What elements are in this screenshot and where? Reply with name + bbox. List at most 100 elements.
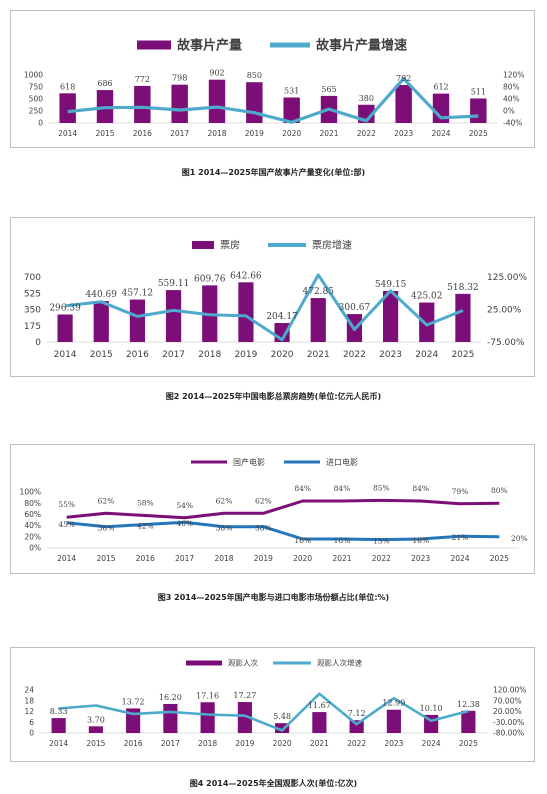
x-tick-2019: 2019 — [235, 739, 254, 748]
bar-2023 — [395, 84, 412, 123]
chart-1: 故事片产量 故事片产量增速 1000 750 500 250 0 120% 80% 40% 0% -4… — [24, 38, 525, 138]
series-2-label-2022: 15% — [373, 537, 390, 546]
y-tick-left-2: 750 — [29, 83, 44, 92]
x-tick-2022: 2022 — [372, 554, 391, 563]
growth-line — [64, 273, 464, 342]
x-tick-2021: 2021 — [307, 350, 330, 360]
bar-2020 — [283, 97, 300, 123]
series-2-label-2025: 20% — [511, 534, 528, 543]
y-tick-left-5: 0 — [35, 338, 41, 348]
bar-2025 — [455, 293, 471, 342]
x-tick-2017: 2017 — [162, 350, 185, 360]
x-tick-2014: 2014 — [49, 739, 68, 748]
chart-panel-3: 国产电影 进口电影 100% 80% 60% 40% 20% 0% 55% 62% 58% 54% 62… — [10, 444, 535, 574]
y-tick-left-2: 18 — [24, 696, 34, 705]
data-label-2021: 11.67 — [308, 701, 331, 710]
y-tick-right-5: -40% — [503, 119, 522, 128]
chart-panel-2: 票房 票房增速 700 525 350 175 0 125.00% 25.00% -75.00% 2… — [10, 217, 535, 377]
x-tick-2023: 2023 — [384, 739, 403, 748]
x-tick-2025: 2025 — [451, 350, 474, 360]
series-1-label-2022: 85% — [373, 483, 390, 492]
y-tick-right-1: 120% — [503, 71, 524, 80]
series-1-label-2017: 54% — [176, 501, 193, 510]
y-tick-left-3: 500 — [29, 95, 44, 104]
bar-2019 — [246, 82, 263, 123]
legend-label-1: 故事片产量 — [177, 38, 242, 54]
data-label-2018: 17.16 — [196, 691, 219, 700]
data-label-2017: 559.11 — [158, 279, 190, 289]
x-tick-2025: 2025 — [469, 129, 488, 138]
bar-2022 — [349, 720, 364, 733]
bar-2016 — [129, 299, 146, 342]
y-tick-left-4: 175 — [24, 322, 41, 332]
legend-swatch-1 — [192, 241, 214, 249]
legend-swatch-1 — [137, 40, 171, 50]
series-1-label-2016: 58% — [137, 499, 154, 508]
y-tick-left-1: 700 — [24, 273, 41, 283]
x-tick-2016: 2016 — [133, 129, 152, 138]
x-tick-2017: 2017 — [161, 739, 180, 748]
bar-2014 — [57, 314, 73, 342]
series-2-label-2016: 42% — [137, 521, 154, 530]
data-label-2023: 12.99 — [382, 699, 405, 708]
x-tick-2015: 2015 — [86, 739, 105, 748]
series-2-label-2023: 16% — [412, 536, 429, 545]
x-tick-2015: 2015 — [95, 129, 114, 138]
series-2-label-2019: 38% — [255, 524, 272, 533]
bar-2018 — [200, 702, 215, 733]
data-label-2015: 440.69 — [86, 290, 118, 300]
data-label-2019: 850 — [247, 71, 262, 80]
data-label-2020: 204.17 — [266, 312, 298, 322]
data-label-2014: 296.39 — [49, 303, 81, 313]
y-tick-left-4: 250 — [29, 107, 44, 116]
data-label-2014: 618 — [60, 82, 75, 91]
y-tick-3: 60% — [24, 510, 41, 519]
bar-2014 — [59, 93, 76, 123]
caption-1: 图1 2014—2025年国产故事片产量变化(单位:部) — [181, 168, 366, 177]
bar-2023 — [382, 291, 399, 342]
bar-2023 — [386, 709, 401, 733]
data-label-2022: 7.12 — [348, 709, 366, 718]
data-label-2023: 549.15 — [375, 280, 407, 290]
legend-label-1: 国产电影 — [233, 457, 265, 467]
bar-2019 — [237, 702, 252, 733]
x-tick-2022: 2022 — [347, 739, 366, 748]
legend-label-2: 故事片产量增速 — [316, 38, 407, 54]
bar-2021 — [312, 712, 327, 733]
y-tick-left-5: 0 — [29, 729, 34, 738]
x-tick-2020: 2020 — [271, 350, 294, 360]
bar-2025 — [461, 710, 476, 733]
x-tick-2021: 2021 — [332, 554, 351, 563]
data-label-2016: 772 — [135, 75, 150, 84]
y-tick-left-3: 350 — [24, 306, 41, 316]
bar-2018 — [208, 79, 226, 123]
data-label-2014: 8.33 — [50, 707, 68, 716]
data-label-2020: 531 — [284, 87, 299, 96]
x-tick-2025: 2025 — [490, 554, 509, 563]
bar-2021 — [310, 298, 326, 342]
series-2-label-2024: 21% — [452, 533, 469, 542]
y-tick-right-2: 25.00% — [487, 306, 522, 316]
caption-2: 图2 2014—2025年中国电影总票房趋势(单位:亿元人民币) — [165, 392, 382, 401]
data-label-2025: 518.32 — [447, 283, 479, 293]
data-label-2017: 798 — [172, 74, 187, 83]
data-label-2019: 642.66 — [230, 271, 262, 281]
y-tick-left-3: 12 — [24, 707, 34, 716]
x-tick-2022: 2022 — [357, 129, 376, 138]
x-tick-2022: 2022 — [343, 350, 366, 360]
x-tick-2019: 2019 — [234, 350, 257, 360]
series-line-2 — [66, 520, 500, 542]
y-tick-left-5: 0 — [38, 119, 43, 128]
y-tick-4: 40% — [24, 521, 41, 530]
x-tick-2018: 2018 — [207, 129, 226, 138]
legend-label-1: 观影人次 — [228, 658, 258, 668]
data-label-2024: 612 — [433, 83, 448, 92]
series-2-label-2017: 46% — [176, 519, 193, 528]
legend-label-2: 进口电影 — [326, 457, 358, 467]
bar-2020 — [275, 723, 290, 733]
y-tick-right-5: -80.00% — [493, 729, 524, 738]
x-tick-2014: 2014 — [54, 350, 77, 360]
x-tick-2023: 2023 — [394, 129, 413, 138]
series-1-label-2020: 84% — [294, 484, 311, 493]
